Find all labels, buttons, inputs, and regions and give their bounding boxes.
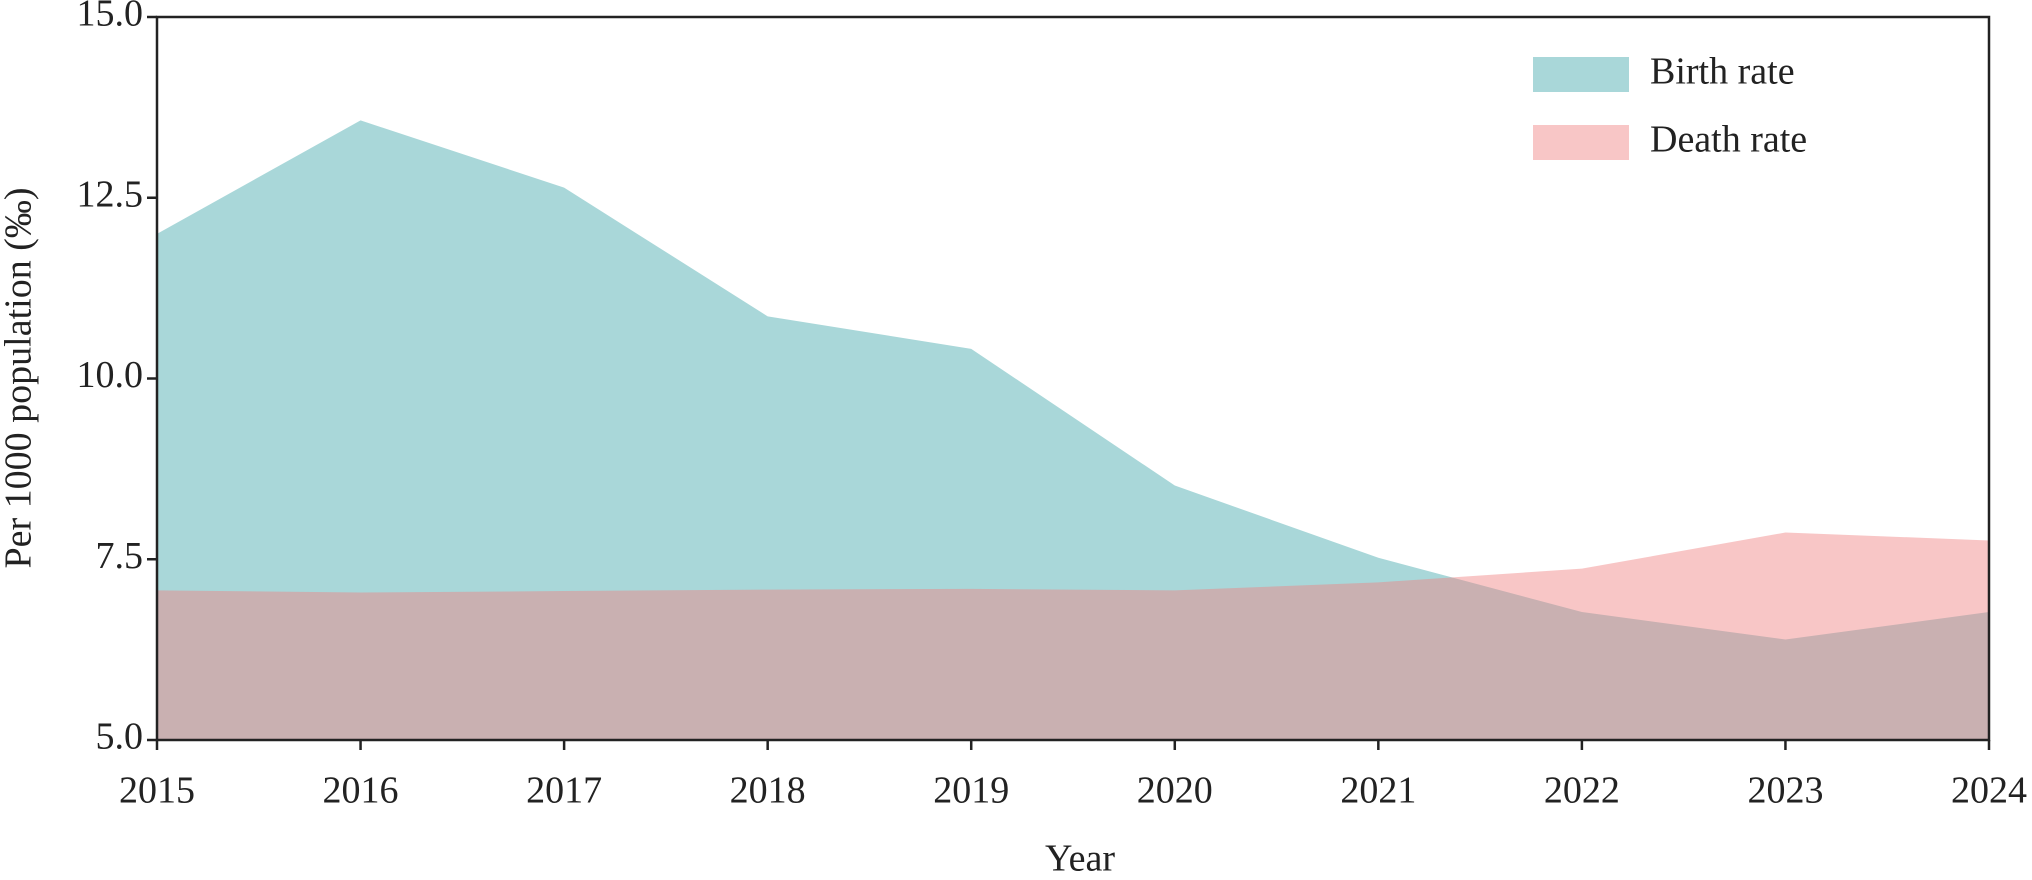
x-tick-label: 2016 xyxy=(323,770,399,812)
x-tick-label: 2022 xyxy=(1544,770,1620,812)
area xyxy=(157,120,1989,741)
y-tick-label: 15.0 xyxy=(77,0,144,35)
area xyxy=(157,532,1989,740)
legend-swatch xyxy=(1533,57,1629,92)
x-axis-label: Year xyxy=(1045,838,1115,880)
y-tick-label: 12.5 xyxy=(77,173,144,215)
x-tick-label: 2021 xyxy=(1340,770,1416,812)
x-tick-label: 2017 xyxy=(526,770,602,812)
legend-swatch xyxy=(1533,125,1629,160)
y-axis-label: Per 1000 population (‰) xyxy=(0,187,40,568)
legend-label: Birth rate xyxy=(1650,51,1795,93)
x-tick-label: 2019 xyxy=(933,770,1009,812)
x-tick-label: 2015 xyxy=(119,770,195,812)
y-tick-label: 7.5 xyxy=(96,535,144,577)
y-tick-label: 5.0 xyxy=(96,716,144,758)
x-tick-label: 2018 xyxy=(730,770,806,812)
y-tick-label: 10.0 xyxy=(77,354,144,396)
x-tick-label: 2023 xyxy=(1747,770,1823,812)
legend-label: Death rate xyxy=(1650,119,1807,161)
x-tick-label: 2024 xyxy=(1951,770,2027,812)
x-tick-label: 2020 xyxy=(1137,770,1213,812)
